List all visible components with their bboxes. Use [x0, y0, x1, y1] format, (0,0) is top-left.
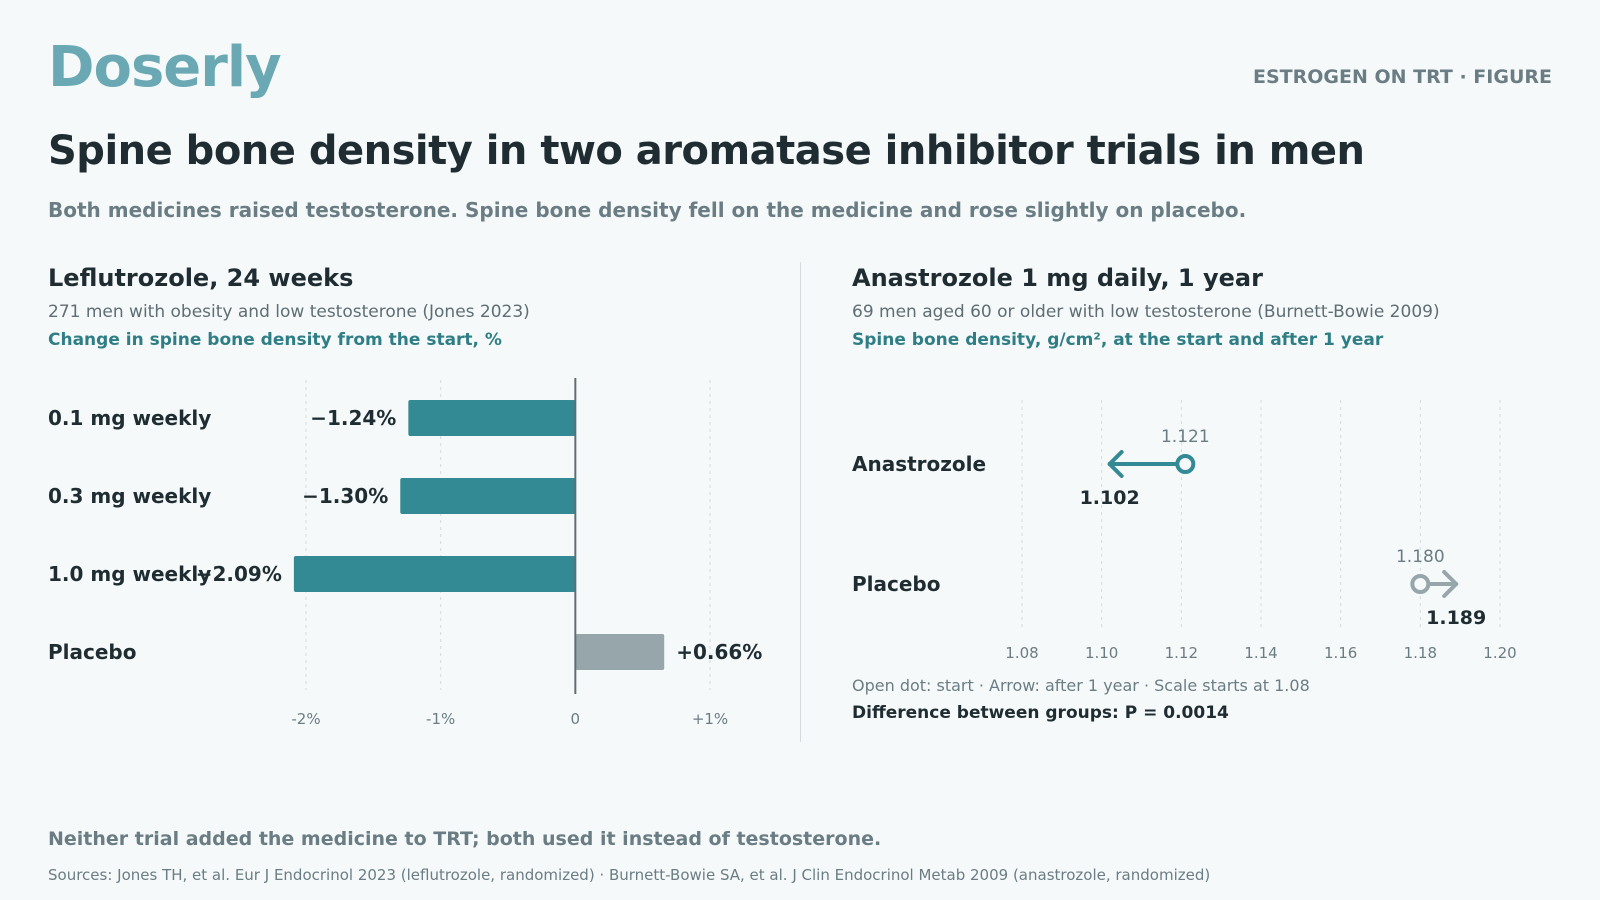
value-label: −1.30%: [302, 484, 388, 508]
start-dot: [1410, 574, 1431, 594]
value-label: +0.66%: [676, 640, 762, 664]
start-value-label: 1.180: [1396, 547, 1445, 567]
page-subtitle: Both medicines raised testosterone. Spin…: [48, 198, 1247, 222]
end-arrow: [1442, 570, 1459, 598]
x-tick-label: 1.08: [1005, 644, 1038, 662]
right-panel-measure: Spine bone density, g/cm², at the start …: [852, 330, 1384, 350]
bar: [400, 478, 576, 514]
x-tick-label: 1.12: [1165, 644, 1198, 662]
value-label: −2.09%: [196, 562, 282, 586]
left-panel-description: 271 men with obesity and low testosteron…: [48, 302, 530, 322]
p-value: Difference between groups: P = 0.0014: [852, 703, 1229, 723]
value-label: −1.24%: [310, 406, 396, 430]
left-panel-measure: Change in spine bone density from the st…: [48, 330, 502, 350]
x-tick-label: 1.16: [1324, 644, 1357, 662]
end-arrow: [1107, 450, 1124, 478]
page-title: Spine bone density in two aromatase inhi…: [48, 128, 1365, 174]
category-label: Placebo: [48, 640, 137, 664]
start-dot: [1175, 454, 1196, 474]
x-tick-label: 0: [571, 710, 581, 728]
bar: [575, 634, 665, 670]
category-label: 0.1 mg weekly: [48, 406, 211, 430]
end-value-label: 1.102: [1080, 487, 1140, 509]
bar: [293, 556, 576, 592]
right-panel-description: 69 men aged 60 or older with low testost…: [852, 302, 1440, 322]
figure-tag: ESTROGEN ON TRT · FIGURE: [1253, 66, 1552, 88]
x-tick-label: -1%: [426, 710, 455, 728]
panel-divider: [800, 262, 801, 742]
left-panel-title: Leflutrozole, 24 weeks: [48, 264, 354, 292]
start-value-label: 1.121: [1161, 427, 1210, 447]
end-value-label: 1.189: [1426, 607, 1486, 629]
x-tick-label: 1.20: [1483, 644, 1516, 662]
x-tick-label: +1%: [692, 710, 728, 728]
x-tick-label: -2%: [291, 710, 320, 728]
x-tick-label: 1.10: [1085, 644, 1118, 662]
category-label: 1.0 mg weekly: [48, 562, 211, 586]
brand-logo: Doserly: [48, 35, 282, 100]
category-label: Anastrozole: [852, 452, 986, 476]
sources: Sources: Jones TH, et al. Eur J Endocrin…: [48, 866, 1211, 884]
category-label: 0.3 mg weekly: [48, 484, 211, 508]
category-label: Placebo: [852, 572, 941, 596]
chart-note: Open dot: start · Arrow: after 1 year · …: [852, 676, 1310, 695]
x-tick-label: 1.18: [1404, 644, 1437, 662]
footer-note: Neither trial added the medicine to TRT;…: [48, 828, 882, 850]
bar: [408, 400, 576, 436]
leflutrozole-bar-chart: -2% -1% 0 +1% 0.1 mg weekly −1.24% 0.3 mg week…: [48, 378, 762, 728]
right-panel-title: Anastrozole 1 mg daily, 1 year: [852, 264, 1263, 292]
x-tick-label: 1.14: [1244, 644, 1277, 662]
